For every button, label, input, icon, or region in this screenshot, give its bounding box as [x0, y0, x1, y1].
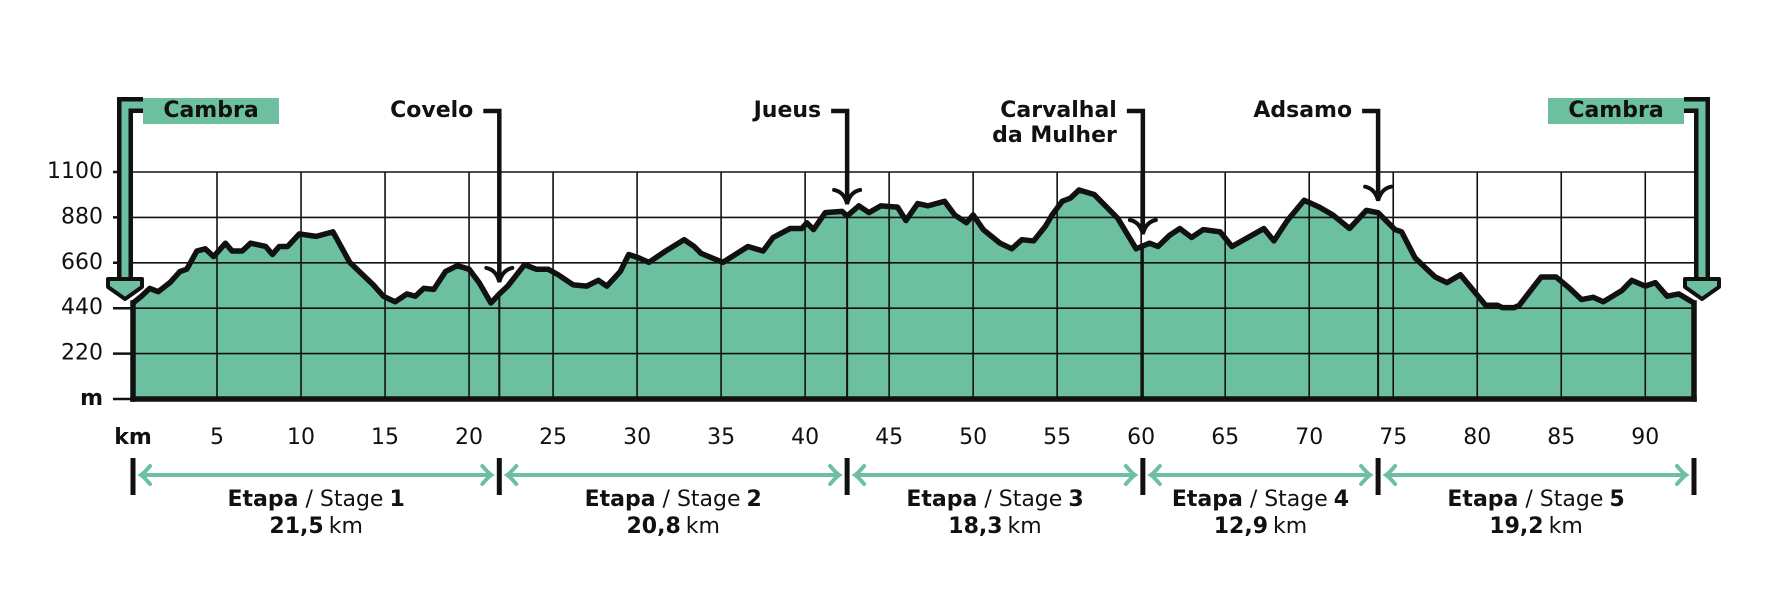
stage-sublabel: / Stage — [984, 487, 1062, 512]
endpoint-box — [143, 98, 279, 124]
stage-arrowhead — [503, 464, 519, 486]
stage-arrowhead — [828, 464, 843, 486]
waypoint-label: da Mulher — [992, 123, 1117, 148]
y-tick-label: 440 — [61, 295, 103, 320]
stage-sublabel: / Stage — [1525, 487, 1603, 512]
y-tick-label: 660 — [61, 250, 103, 275]
stage-sublabel: / Stage — [663, 487, 741, 512]
waypoint-chevron — [1363, 184, 1394, 202]
stage-sublabel: / Stage — [1250, 487, 1328, 512]
endpoint-label: Cambra — [1568, 98, 1663, 123]
stage-arrowhead — [480, 464, 495, 486]
stage-title: Etapa / Stage 1 — [228, 487, 405, 512]
x-tick-label: 20 — [455, 425, 483, 450]
stage-arrowhead — [137, 464, 152, 486]
stage-distance: 20,8 km — [626, 514, 719, 539]
stage-title: Etapa / Stage 3 — [906, 487, 1083, 512]
stage-number: 5 — [1609, 487, 1624, 512]
stage-arrowhead — [1382, 464, 1398, 486]
stage-distance-unit: km — [1549, 514, 1583, 539]
stage-label: Etapa — [228, 487, 299, 512]
stage-label: Etapa — [1447, 487, 1518, 512]
x-tick-label: 75 — [1379, 425, 1407, 450]
stage-distance: 12,9 km — [1214, 514, 1307, 539]
stage-distance-unit: km — [686, 514, 720, 539]
x-axis-label: km — [114, 425, 152, 450]
stage-distance: 18,3 km — [948, 514, 1041, 539]
x-tick-label: 90 — [1631, 425, 1659, 450]
stage-distance: 21,5 km — [269, 514, 362, 539]
y-tick-label: 880 — [61, 204, 103, 229]
stage-distance-unit: km — [329, 514, 363, 539]
stage-title: Etapa / Stage 5 — [1447, 487, 1624, 512]
stage-distance-value: 18,3 — [948, 514, 1002, 539]
x-tick-label: 60 — [1127, 425, 1155, 450]
stage-arrowhead — [1123, 464, 1139, 486]
stage-number: 3 — [1068, 487, 1083, 512]
x-tick-label: 10 — [287, 425, 315, 450]
stage-distance-value: 21,5 — [269, 514, 323, 539]
stage-number: 4 — [1334, 487, 1349, 512]
stage-title: Etapa / Stage 2 — [585, 487, 762, 512]
stage-distance-value: 12,9 — [1214, 514, 1268, 539]
stage-distance-unit: km — [1008, 514, 1042, 539]
stage-distance-unit: km — [1273, 514, 1307, 539]
y-tick-label: 1100 — [47, 159, 103, 184]
x-tick-label: 5 — [210, 425, 224, 450]
waypoint-label: Covelo — [390, 98, 473, 123]
y-axis-label: m — [80, 386, 103, 411]
waypoint-pointer — [831, 108, 850, 198]
stage-label: Etapa — [906, 487, 977, 512]
endpoint-arrowhead — [1683, 277, 1721, 302]
stage-arrowhead — [1359, 464, 1374, 486]
endpoint-arrow — [1684, 101, 1706, 282]
x-tick-label: 85 — [1547, 425, 1575, 450]
stage-arrowhead — [1675, 464, 1690, 486]
waypoint-label: Jueus — [752, 98, 822, 123]
x-tick-label: 50 — [959, 425, 987, 450]
waypoint-label: Adsamo — [1253, 98, 1352, 123]
x-tick-label: 80 — [1463, 425, 1491, 450]
x-tick-label: 30 — [623, 425, 651, 450]
stage-title: Etapa / Stage 4 — [1172, 487, 1349, 512]
waypoint-chevron — [484, 265, 515, 283]
endpoint-label: Cambra — [163, 98, 258, 123]
x-tick-label: 25 — [539, 425, 567, 450]
stage-distance-value: 19,2 — [1489, 514, 1543, 539]
x-tick-label: 55 — [1043, 425, 1071, 450]
y-tick-label: 220 — [61, 341, 103, 366]
waypoint-pointer — [483, 108, 502, 276]
x-tick-label: 35 — [707, 425, 735, 450]
stage-arrowhead — [851, 464, 867, 486]
endpoint-box — [1548, 98, 1684, 124]
stage-distance-value: 20,8 — [626, 514, 680, 539]
waypoint-chevron — [832, 187, 863, 205]
endpoint-arrow — [121, 101, 143, 282]
stage-number: 2 — [747, 487, 762, 512]
x-tick-label: 65 — [1211, 425, 1239, 450]
waypoint-chevron — [1127, 217, 1158, 235]
stage-label: Etapa — [1172, 487, 1243, 512]
stage-arrowhead — [1147, 464, 1162, 486]
x-tick-label: 40 — [791, 425, 819, 450]
x-tick-label: 70 — [1295, 425, 1323, 450]
waypoint-label: Carvalhal — [1000, 98, 1117, 123]
elevation-line — [131, 187, 1696, 311]
stage-distance: 19,2 km — [1489, 514, 1582, 539]
waypoint-pointer — [1126, 108, 1146, 228]
stage-label: Etapa — [585, 487, 656, 512]
x-tick-label: 45 — [875, 425, 903, 450]
x-tick-label: 15 — [371, 425, 399, 450]
stage-sublabel: / Stage — [305, 487, 383, 512]
waypoint-pointer — [1362, 108, 1381, 195]
stage-number: 1 — [389, 487, 404, 512]
endpoint-arrowhead — [106, 277, 144, 302]
area-fill — [133, 189, 1694, 399]
